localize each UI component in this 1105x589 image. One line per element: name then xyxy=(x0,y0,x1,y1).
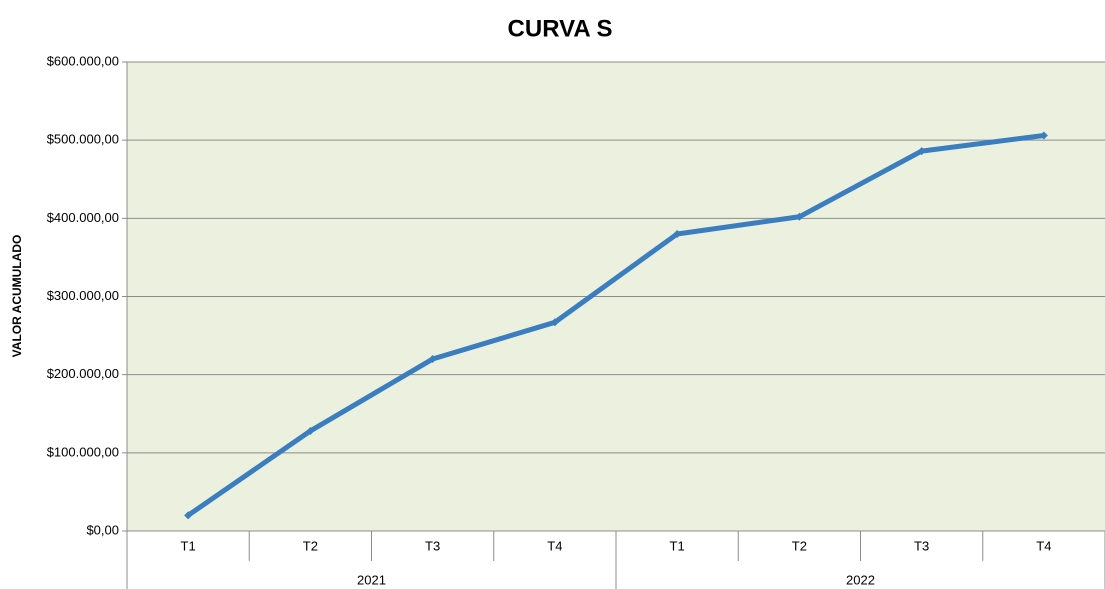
y-tick-label: $400.000,00 xyxy=(47,210,119,225)
y-tick-label: $600.000,00 xyxy=(47,53,119,68)
line xyxy=(186,132,1045,518)
marker xyxy=(184,511,193,520)
y-tick-label: $500.000,00 xyxy=(47,132,119,147)
y-tick-label: $300.000,00 xyxy=(47,288,119,303)
x-tick-label: T4 xyxy=(547,538,562,553)
x-tick-label: T1 xyxy=(670,538,685,553)
x-tick-label: T3 xyxy=(425,538,440,553)
marker xyxy=(428,355,437,364)
marker xyxy=(1039,131,1048,140)
y-tick-label: $200.000,00 xyxy=(47,366,119,381)
marker xyxy=(795,212,804,221)
y-tick-label: $0,00 xyxy=(86,522,119,537)
x-tick-label: T1 xyxy=(181,538,196,553)
y-axis-label: VALOR ACUMULADO xyxy=(10,235,24,358)
marker xyxy=(917,147,926,156)
x-tick-label: T3 xyxy=(914,538,929,553)
marker xyxy=(673,229,682,238)
marker xyxy=(306,426,315,435)
marker xyxy=(550,318,559,327)
group-label: 2021 xyxy=(357,572,386,587)
x-tick-label: T2 xyxy=(792,538,807,553)
x-tick-label: T2 xyxy=(303,538,318,553)
group-label: 2022 xyxy=(846,572,875,587)
x-tick-label: T4 xyxy=(1036,538,1051,553)
chart-title: CURVA S xyxy=(508,15,613,42)
y-tick-label: $100.000,00 xyxy=(47,444,119,459)
